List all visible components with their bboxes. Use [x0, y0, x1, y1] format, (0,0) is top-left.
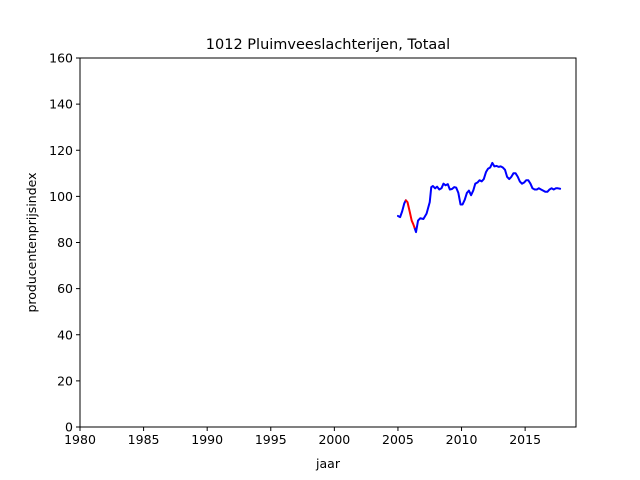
- series-line-1: [404, 199, 416, 229]
- x-tick-label: 2010: [446, 432, 478, 447]
- series-line-0: [413, 161, 562, 234]
- y-tick-label: 120: [49, 143, 73, 158]
- y-tick-label: 20: [57, 373, 73, 388]
- x-tick-label: 1980: [64, 432, 96, 447]
- y-tick-label: 140: [49, 97, 73, 112]
- x-axis: 1980 1985 1990 1995 2000 2005 2010 2015: [64, 427, 541, 447]
- y-tick-label: 160: [49, 51, 73, 66]
- y-tick-label: 40: [57, 327, 73, 342]
- x-tick-label: 2000: [318, 432, 350, 447]
- y-tick-label: 80: [57, 235, 73, 250]
- y-tick-label: 60: [57, 281, 73, 296]
- x-tick-label: 1990: [191, 432, 223, 447]
- y-axis: 0 20 40 60 80 100 120 140 160: [49, 51, 80, 435]
- x-tick-label: 2015: [509, 432, 541, 447]
- series-layer: [396, 161, 562, 234]
- y-tick-label: 0: [65, 420, 73, 435]
- series-line-0: [396, 199, 407, 219]
- x-tick-label: 1995: [255, 432, 287, 447]
- x-tick-label: 1985: [128, 432, 160, 447]
- chart-title: 1012 Pluimveeslachterijen, Totaal: [206, 37, 450, 53]
- x-tick-label: 2005: [382, 432, 414, 447]
- x-axis-label: jaar: [315, 456, 341, 471]
- y-tick-label: 100: [49, 189, 73, 204]
- y-axis-label: producentenprijsindex: [24, 172, 39, 312]
